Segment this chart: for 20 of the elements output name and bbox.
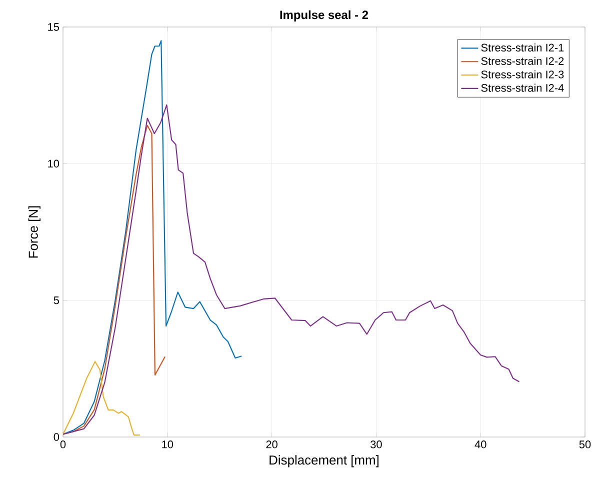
y-tick-label: 5	[54, 296, 60, 304]
x-tick-label: 10	[162, 440, 174, 448]
line-series	[63, 40, 242, 435]
x-tick-label: 50	[579, 440, 591, 448]
legend-label: Stress-strain I2-1	[481, 43, 564, 52]
line-series	[63, 104, 520, 435]
legend-label: Stress-strain I2-2	[481, 56, 564, 65]
chart-title: Impulse seal - 2	[280, 10, 368, 22]
line-series	[63, 361, 141, 436]
y-tick-label: 15	[48, 23, 60, 31]
x-tick-label: 30	[370, 440, 382, 448]
x-tick-label: 0	[60, 440, 66, 448]
y-axis-title: Force [N]	[28, 206, 40, 258]
legend-label: Stress-strain I2-3	[481, 70, 564, 78]
y-tick-label: 0	[54, 433, 60, 441]
y-tick-label: 10	[48, 160, 60, 168]
x-tick-label: 20	[266, 440, 278, 448]
legend-label: Stress-strain I2-4	[481, 84, 564, 92]
x-tick-label: 40	[474, 440, 486, 448]
x-axis-title: Displacement [mm]	[270, 455, 378, 468]
